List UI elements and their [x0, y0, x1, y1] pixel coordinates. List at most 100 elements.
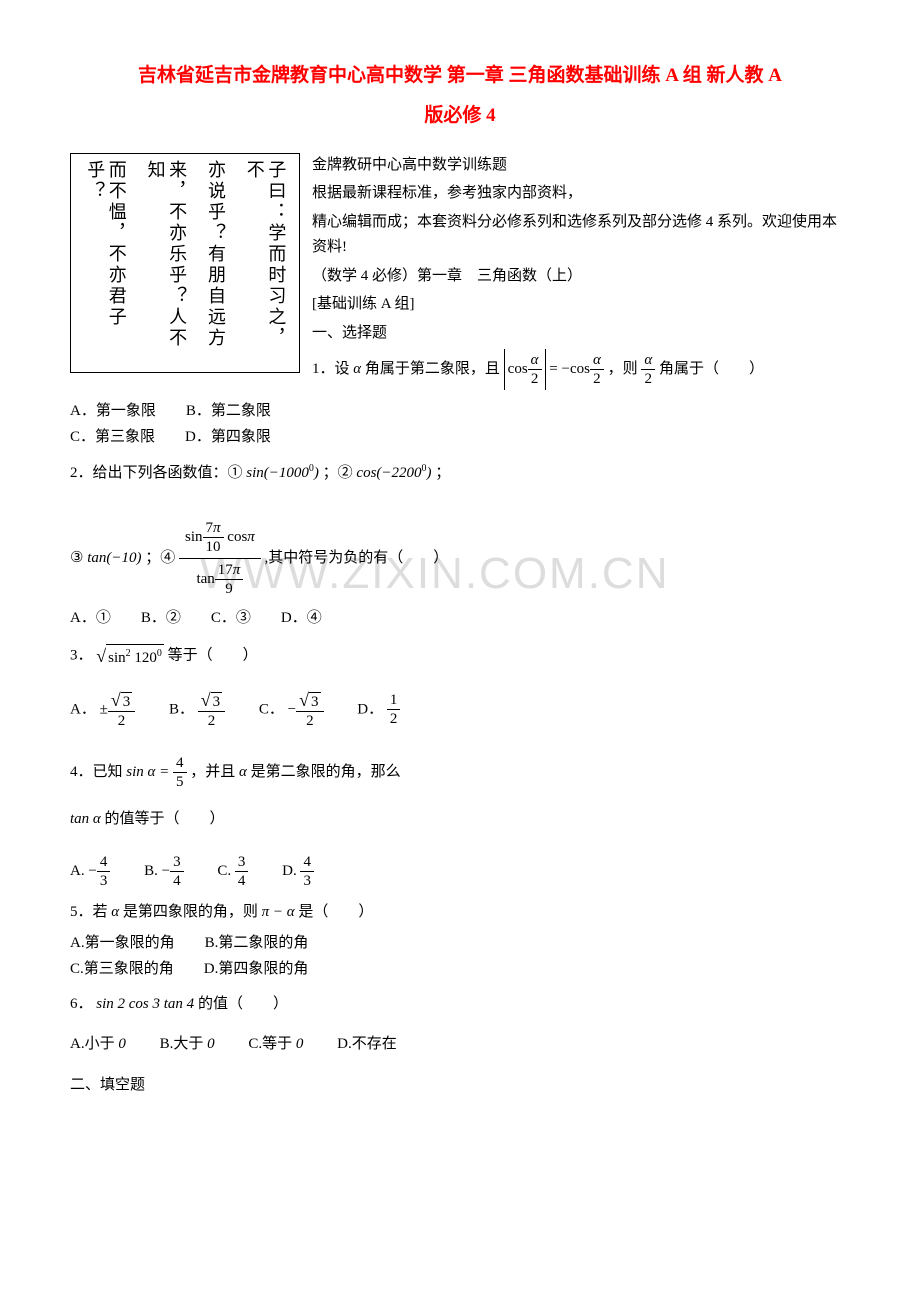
q2-lead: 2．给出下列各函数值：①	[70, 465, 243, 481]
q1-optD: D．第四象限	[185, 429, 271, 445]
aphorism-col-4: 而不愠，不亦君子乎？	[84, 160, 127, 366]
q5-line: 5．若 α 是第四象限的角，则 π − α 是（ ）	[70, 900, 850, 926]
q2-sep3: ；④	[145, 550, 175, 566]
q2-optB: B．②	[141, 610, 181, 626]
q2-tail: ,其中符号为负的有（ ）	[265, 550, 449, 566]
zero-b: 0	[207, 1036, 215, 1052]
q4-line2-text: 的值等于（ ）	[105, 811, 225, 827]
alpha-q5: α	[111, 904, 119, 920]
q1-lead: 1．设	[312, 361, 350, 377]
q2-f2b: )	[427, 465, 432, 481]
q2-sep2: ；	[435, 465, 450, 481]
alpha-q4b: α	[239, 764, 247, 780]
q1-mid: 角属于第二象限，且	[365, 361, 500, 377]
q5-options: A.第一象限的角 B.第二象限的角 C.第三象限的角 D.第四象限的角	[70, 931, 850, 982]
q6-expr: sin 2 cos 3 tan 4	[96, 996, 194, 1012]
q3-line: 3． √sin2 1200 等于（ ）	[70, 641, 850, 672]
intro-l6: 一、选择题	[312, 321, 850, 347]
q5-optC: C.第三象限的角	[70, 961, 174, 977]
alpha-q4: α	[148, 764, 156, 780]
q6-optD: D.不存在	[337, 1036, 397, 1052]
alpha-q4c: α	[93, 811, 101, 827]
q5-optB: B.第二象限的角	[205, 935, 309, 951]
intro-l2: 根据最新课程标准，参考独家内部资料，	[312, 181, 850, 207]
q6-optC: C.等于	[248, 1036, 292, 1052]
q5-tail: 是（ ）	[298, 904, 373, 920]
intro-l3: 精心编辑而成；本套资料分必修系列和选修系列及部分选修 4 系列。欢迎使用本资料!	[312, 210, 850, 261]
q1-optA: A．第一象限	[70, 403, 156, 419]
q1-tail2: 角属于（ ）	[659, 361, 764, 377]
q6-tail: 的值（ ）	[198, 996, 288, 1012]
q6-lead: 6．	[70, 996, 93, 1012]
q4-options: A. −43 B. −34 C. 34 D. 43	[70, 853, 850, 890]
q4-line2: tan α 的值等于（ ）	[70, 807, 850, 833]
q2-f3: tan(−10)	[87, 550, 141, 566]
q2-f1b: )	[314, 465, 319, 481]
q2-optD: D．④	[281, 610, 322, 626]
q4-optC: C.	[217, 863, 231, 879]
q5-lead: 5．若	[70, 904, 108, 920]
q1-tail: ，则	[608, 361, 638, 377]
q2-line1: 2．给出下列各函数值：① sin(−10000) ；② cos(−22000) …	[70, 460, 850, 487]
q4-optA: A.	[70, 863, 85, 879]
aphorism-col-3: 来，不亦乐乎？人不知	[144, 160, 187, 366]
q2-sep1: ；②	[323, 465, 353, 481]
title-line-2: 版必修 4	[70, 100, 850, 132]
q4-optD: D.	[282, 863, 297, 879]
intro-l4: （数学 4 必修）第一章 三角函数（上）	[312, 264, 850, 290]
q5-mid: 是第四象限的角，则	[123, 904, 258, 920]
q1-options: A．第一象限 B．第二象限 C．第三象限 D．第四象限	[70, 399, 850, 450]
q2-options: A．① B．② C．③ D．④	[70, 606, 850, 632]
q1-optB: B．第二象限	[186, 403, 271, 419]
header-row: 子曰：学而时习之，不 亦说乎？有朋自远方 来，不亦乐乎？人不知 而不愠，不亦君子…	[70, 153, 850, 394]
q2-line2a: ③	[70, 550, 83, 566]
q2-bigfrac: sin7π10 cosπ tan17π9	[179, 517, 261, 600]
q3-optC: C．	[259, 701, 284, 717]
intro-l5: [基础训练 A 组]	[312, 292, 850, 318]
q6-optB: B.大于	[160, 1036, 204, 1052]
intro-l1: 金牌教研中心高中数学训练题	[312, 153, 850, 179]
alpha-frac-num-2: α	[593, 352, 601, 368]
q2-f1a: sin(−1000	[246, 465, 309, 481]
title-line-1: 吉林省延吉市金牌教育中心高中数学 第一章 三角函数基础训练 A 组 新人教 A	[70, 60, 850, 92]
q1-line: 1．设 α 角属于第二象限，且 cosα2 = −cosα2 ，则 α2 角属于…	[312, 349, 850, 390]
watermark: WWW.ZIXIN.COM.CN	[200, 537, 670, 612]
q3-lead: 3．	[70, 648, 93, 664]
q3-tail: 等于（ ）	[168, 648, 258, 664]
q3-options: A． ±√32 B． √32 C． −√32 D． 12	[70, 690, 850, 731]
zero-c: 0	[296, 1036, 304, 1052]
abs-expr: cosα2	[504, 349, 546, 390]
q3-optD: D．	[357, 701, 383, 717]
zero-a: 0	[118, 1036, 126, 1052]
q5-optD: D.第四象限的角	[204, 961, 309, 977]
q1-optC: C．第三象限	[70, 429, 155, 445]
q3-optA: A．	[70, 701, 96, 717]
fill-heading: 二、填空题	[70, 1073, 850, 1099]
pi-q5: π	[262, 904, 270, 920]
q5-optA: A.第一象限的角	[70, 935, 175, 951]
aphorism-box: 子曰：学而时习之，不 亦说乎？有朋自远方 来，不亦乐乎？人不知 而不愠，不亦君子…	[70, 153, 300, 373]
pi-cos: π	[247, 529, 255, 545]
q3-sqrt: √sin2 1200	[96, 641, 164, 672]
aphorism-col-2: 亦说乎？有朋自远方	[204, 160, 226, 366]
alpha-q5b: α	[287, 904, 295, 920]
q2-f2a: cos(−2200	[356, 465, 421, 481]
intro-block: 金牌教研中心高中数学训练题 根据最新课程标准，参考独家内部资料， 精心编辑而成；…	[312, 153, 850, 394]
q6-optA: A.小于	[70, 1036, 115, 1052]
q4-mid2: 是第二象限的角，那么	[251, 764, 401, 780]
q4-line1: 4．已知 sin α = 45 ，并且 α 是第二象限的角，那么	[70, 754, 850, 791]
q4-lead: 4．已知	[70, 764, 123, 780]
q3-optB: B．	[169, 701, 194, 717]
q4-optB: B.	[144, 863, 158, 879]
q6-line: 6． sin 2 cos 3 tan 4 的值（ ）	[70, 992, 850, 1018]
q2-optA: A．①	[70, 610, 111, 626]
aphorism-col-1: 子曰：学而时习之，不	[243, 160, 286, 366]
frac-a2-1: α2	[590, 351, 604, 388]
q4-mid: ，并且	[190, 764, 235, 780]
alpha-frac-num-1: α	[531, 352, 539, 368]
q6-options: A.小于 0 B.大于 0 C.等于 0 D.不存在	[70, 1032, 850, 1058]
frac-a2-2: α2	[641, 351, 655, 388]
alpha-1: α	[353, 361, 361, 377]
pi-17-9: π	[233, 562, 241, 578]
alpha-frac-num-3: α	[644, 352, 652, 368]
